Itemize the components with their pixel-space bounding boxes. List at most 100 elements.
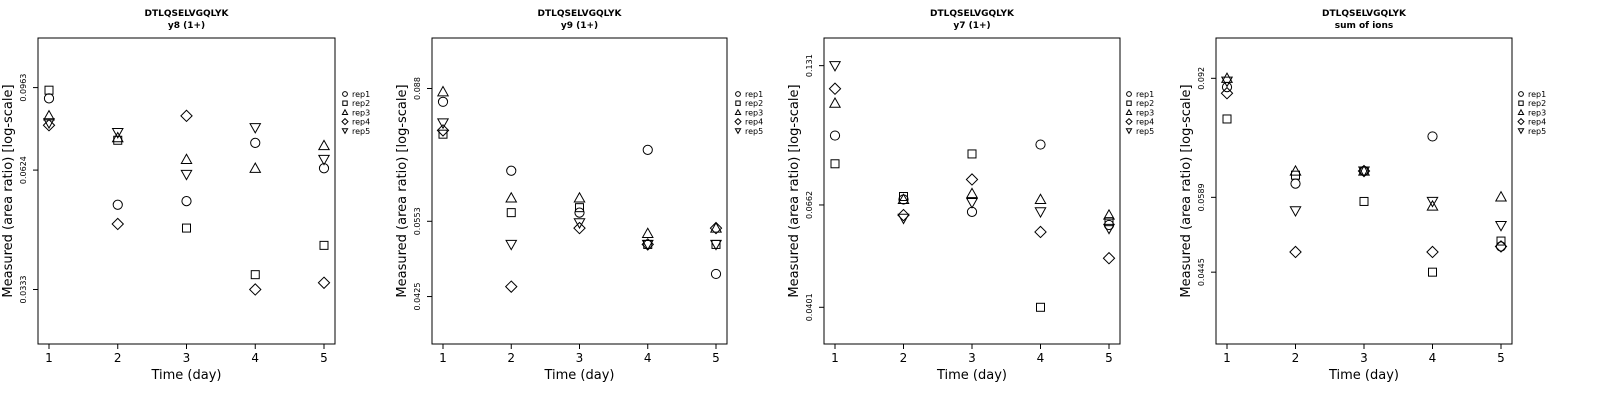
data-point-rep1-day5 (1495, 241, 1507, 252)
legend-marker-rep3 (734, 108, 742, 115)
chart-panel-3: DTLQSELVGQLYK y7 (1+) 1 2 3 4 5 Time (day) 0.040… (787, 9, 1154, 383)
chart-subtitle: y7 (1+) (953, 21, 990, 31)
data-point-rep4-day2 (111, 217, 125, 231)
legend-label-rep3: rep3 (352, 108, 370, 117)
legend-label-rep5: rep5 (352, 127, 370, 136)
data-point-rep4-day4 (1034, 225, 1047, 239)
data-point-rep4-day1 (828, 82, 842, 96)
data-point-rep5-day2 (1289, 206, 1302, 218)
data-point-rep3-day2 (111, 131, 124, 143)
data-point-rep2-day3 (967, 149, 977, 159)
legend-label-rep1: rep1 (745, 90, 763, 99)
data-point-rep5-day2 (897, 213, 910, 225)
x-axis-label: Time (day) (1328, 368, 1399, 383)
data-point-rep5-day4 (641, 239, 654, 251)
data-point-rep5-day5 (709, 239, 723, 251)
data-point-rep4-day4 (248, 283, 262, 296)
data-point-rep1-day3 (574, 207, 585, 218)
data-point-rep2-day2 (506, 208, 516, 218)
data-point-rep3-day4 (641, 227, 654, 238)
data-point-rep5-day1 (42, 118, 56, 130)
data-point-rep1-day2 (1290, 178, 1301, 189)
data-point-rep1-day3 (181, 196, 192, 207)
x-tick-label: 5 (1105, 351, 1113, 365)
data-point-rep4-day1 (436, 124, 450, 137)
y-tick-label: 0.0553 (413, 207, 422, 235)
data-point-rep3-day1 (436, 85, 450, 97)
legend-marker-rep4 (734, 117, 742, 126)
legend-marker-rep3 (1517, 108, 1525, 115)
data-point-rep3-day1 (1220, 72, 1234, 83)
data-point-rep5-day5 (1494, 220, 1508, 232)
x-axis-label: Time (day) (936, 368, 1007, 383)
legend-label-rep4: rep4 (1528, 118, 1546, 127)
data-point-rep2-day1 (1222, 114, 1232, 124)
legend-marker-rep5 (1125, 128, 1133, 135)
x-tick-label: 5 (712, 351, 720, 365)
legend-label-rep3: rep3 (1528, 108, 1546, 117)
legend-marker-rep3 (1125, 108, 1133, 115)
data-point-rep2-day2 (899, 192, 908, 202)
data-point-rep5-day2 (505, 239, 518, 251)
data-point-rep1-day4 (1035, 139, 1046, 150)
chart-title: DTLQSELVGQLYK (145, 9, 230, 19)
legend-label-rep1: rep1 (352, 90, 370, 99)
data-point-rep2-day5 (1496, 236, 1506, 246)
legend-label-rep1: rep1 (1136, 90, 1154, 99)
data-point-rep2-day5 (1104, 217, 1114, 227)
data-point-rep1-day2 (506, 165, 517, 176)
plot-frame (37, 37, 336, 345)
legend-marker-rep5 (341, 128, 349, 135)
y-axis-label: Measured (area ratio) [log-scale] (395, 84, 410, 297)
data-point-rep3-day2 (1289, 164, 1302, 176)
data-point-rep4-day5 (1102, 251, 1116, 265)
data-point-rep4-day5 (1494, 240, 1508, 253)
data-point-rep3-day3 (1357, 164, 1371, 176)
data-point-rep5-day5 (317, 154, 331, 166)
x-tick-label: 3 (183, 351, 191, 365)
x-tick-label: 2 (1292, 351, 1300, 365)
legend-marker-rep1 (1126, 91, 1132, 97)
x-tick-label: 2 (507, 351, 515, 365)
legend-marker-rep2 (735, 100, 741, 106)
data-point-rep5-day5 (1102, 223, 1116, 235)
data-point-rep4-day2 (504, 280, 518, 293)
legend-marker-rep1 (342, 91, 348, 97)
data-point-rep4-day3 (180, 109, 193, 123)
data-point-rep2-day3 (182, 223, 191, 233)
data-point-rep1-day2 (112, 199, 123, 210)
legend-label-rep2: rep2 (352, 99, 370, 108)
data-point-rep5-day3 (1357, 166, 1371, 178)
data-point-rep4-day3 (573, 221, 586, 235)
y-axis-label: Measured (area ratio) [log-scale] (1, 84, 16, 297)
data-point-rep3-day1 (828, 96, 842, 108)
plot-frame (431, 37, 728, 345)
x-tick-label: 5 (320, 351, 328, 365)
x-tick-label: 4 (1429, 351, 1437, 365)
x-tick-label: 4 (1037, 351, 1045, 365)
chart-panel-2: DTLQSELVGQLYK y9 (1+) 1 2 3 4 5 Time (day) 0.042… (395, 9, 763, 383)
data-point-rep5-day1 (1220, 76, 1234, 88)
data-point-rep4-day2 (897, 208, 910, 222)
y-tick-label: 0.0624 (19, 156, 28, 184)
data-point-rep2-day4 (1036, 302, 1045, 312)
x-tick-label: 3 (968, 351, 976, 365)
data-point-rep4-day1 (42, 118, 56, 132)
y-tick-label: 0.0963 (19, 74, 28, 102)
legend-marker-rep4 (341, 117, 349, 126)
data-point-rep3-day2 (897, 193, 910, 205)
data-point-rep3-day5 (1494, 190, 1508, 202)
data-point-rep5-day1 (436, 118, 450, 130)
y-tick-label: 0.088 (413, 77, 422, 100)
data-point-rep5-day4 (1034, 207, 1047, 219)
data-point-rep5-day3 (573, 218, 586, 230)
plot-frame (1215, 37, 1513, 345)
data-point-rep3-day3 (180, 153, 193, 164)
y-tick-label: 0.0401 (805, 293, 814, 321)
legend-label-rep5: rep5 (745, 127, 763, 136)
legend-marker-rep2 (1126, 100, 1132, 106)
data-point-rep3-day4 (1034, 193, 1047, 205)
data-point-rep1-day5 (710, 268, 722, 280)
